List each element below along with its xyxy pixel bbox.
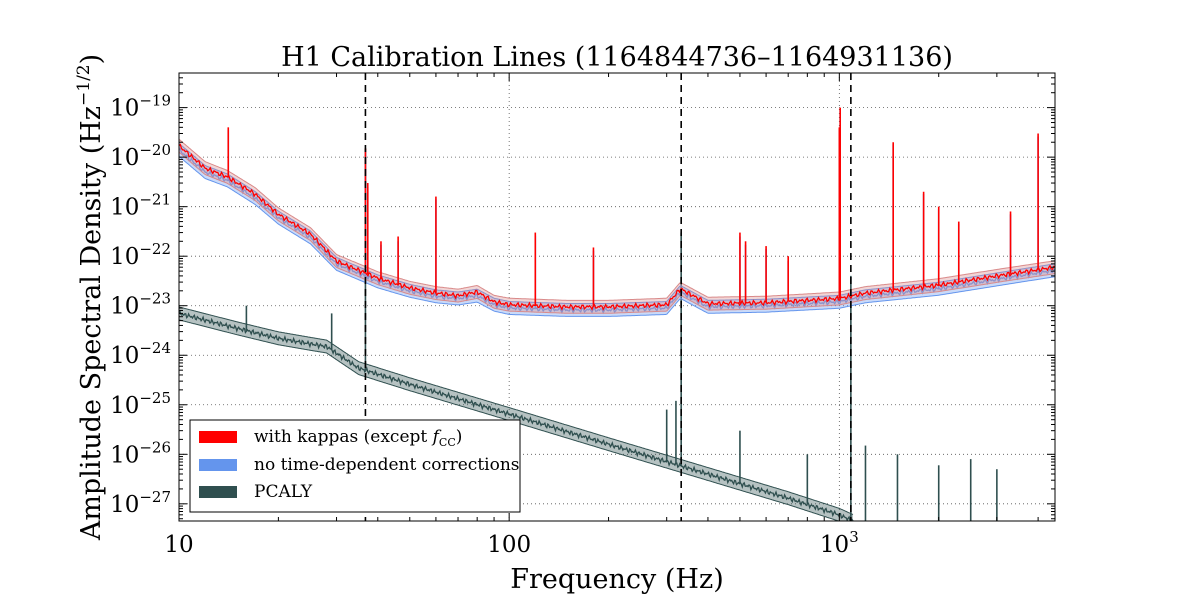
series-with-kappas <box>179 107 1055 314</box>
chart-title: H1 Calibration Lines (1164844736–1164931… <box>281 42 953 73</box>
legend-swatch-no-corrections <box>199 459 237 471</box>
series-lower-edge <box>179 151 1055 314</box>
series-line <box>179 147 1055 315</box>
series-lower-edge <box>179 156 1055 317</box>
ticks <box>178 72 1055 521</box>
data-layer <box>179 73 1055 521</box>
series-pcaly <box>179 148 998 521</box>
y-tick-label: 10−24 <box>110 339 171 369</box>
legend-box <box>189 419 521 513</box>
y-axis-label: Amplitude Spectral Density (Hz−1/2) <box>74 54 107 541</box>
legend-swatch-pcaly <box>199 486 237 498</box>
y-tick-label: 10−25 <box>110 389 171 419</box>
y-axis-label-main: Amplitude Spectral Density (Hz <box>76 106 107 541</box>
legend-label-no-corrections: no time-dependent corrections <box>254 455 520 475</box>
series-upper-edge <box>179 143 1055 304</box>
y-tick-label: 10−22 <box>110 240 171 270</box>
legend: with kappas (except fCC) no time-depende… <box>189 419 521 513</box>
x-tick-label: 10 <box>164 532 193 558</box>
series-upper-edge <box>179 138 1055 301</box>
y-tick-label: 10−20 <box>110 141 171 171</box>
y-tick-label: 10−21 <box>110 191 171 221</box>
legend-label-kappas: with kappas (except fCC) <box>254 427 462 449</box>
plot-area <box>179 73 1055 521</box>
x-axis-label: Frequency (Hz) <box>510 564 723 595</box>
legend-swatch-kappas <box>199 431 237 443</box>
y-axis-label-close: ) <box>76 54 107 65</box>
y-tick-label: 10−19 <box>110 92 171 122</box>
series-line <box>179 143 1055 311</box>
x-tick-label: 103 <box>820 528 859 558</box>
y-tick-label: 10−27 <box>110 488 171 518</box>
plot-frame <box>178 72 1056 522</box>
y-tick-label: 10−23 <box>110 290 171 320</box>
legend-label-pcaly: PCALY <box>254 482 313 502</box>
x-tick-label: 100 <box>487 532 531 558</box>
tick-labels: 10 100 103 10−19 10−20 10−21 10−22 10−23 10−24 10… <box>110 92 859 558</box>
y-axis-label-exponent: −1/2 <box>74 64 94 106</box>
y-tick-label: 10−26 <box>110 438 171 468</box>
